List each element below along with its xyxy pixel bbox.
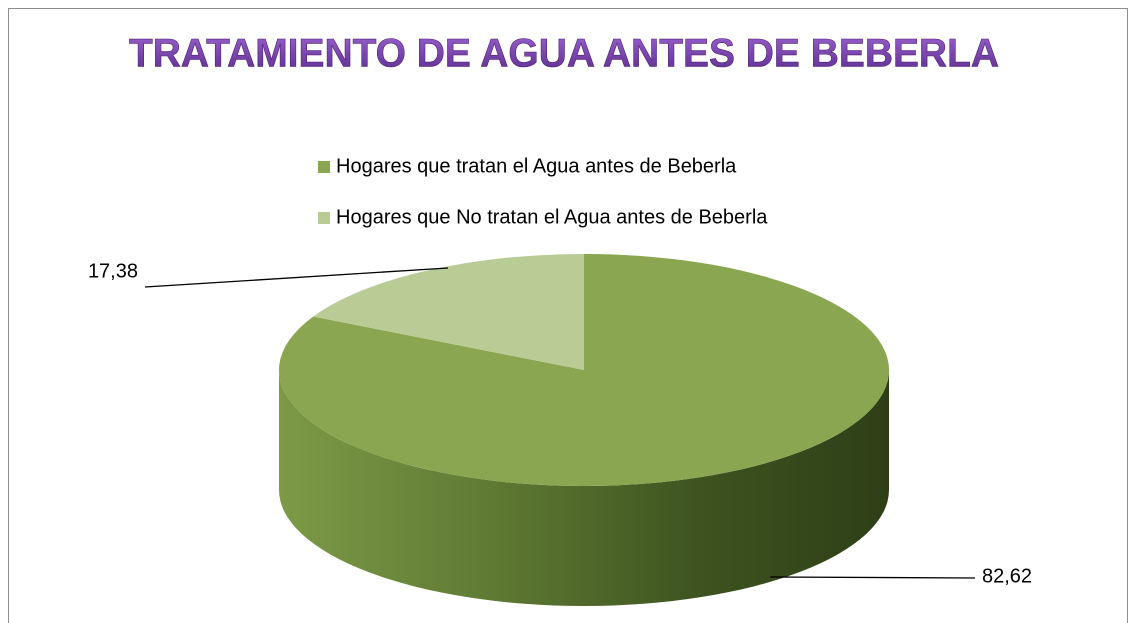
chart-title: TRATAMIENTO DE AGUA ANTES DE BEBERLA [129, 32, 999, 76]
leader-line [144, 267, 449, 288]
legend-label: Hogares que No tratan el Agua antes de B… [336, 206, 768, 228]
pie-side [279, 370, 889, 606]
legend-swatch [318, 161, 330, 173]
data-label: 17,38 [88, 260, 138, 282]
leader-line [769, 576, 976, 579]
pie-slice [313, 254, 584, 370]
data-label: 82,62 [982, 565, 1032, 587]
legend-label: Hogares que tratan el Agua antes de Bebe… [336, 155, 737, 177]
legend-swatch [318, 212, 330, 224]
